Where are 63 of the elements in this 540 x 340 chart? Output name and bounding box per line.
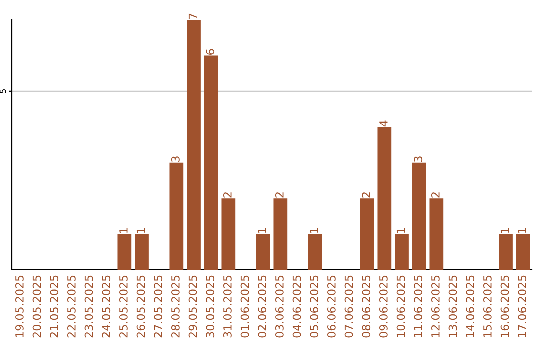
bar [256,234,270,270]
data-label: 2 [431,192,440,198]
x-tick-label: 31.05.2025 [223,276,232,338]
x-tick-label: 19.05.2025 [15,276,24,338]
x-tick-label: 24.05.2025 [102,276,111,338]
x-tick-label: 23.05.2025 [84,276,94,338]
bar [222,198,236,270]
x-tick-label: 20.05.2025 [32,276,42,338]
x-tick-label: 28.05.2025 [171,276,180,338]
x-tick-label: 29.05.2025 [188,276,198,338]
x-tick-label: 17.06.2025 [518,276,527,338]
bar [430,198,444,270]
bar [204,56,218,270]
bar [378,127,392,270]
bar [274,198,288,270]
x-tick-label: 25.05.2025 [119,276,128,338]
data-label: 4 [380,120,388,127]
x-tick-label: 06.06.2025 [327,276,336,338]
bar [135,234,149,270]
data-label: 3 [171,156,180,162]
data-label: 1 [500,228,510,234]
x-tick-label: 13.06.2025 [448,276,458,338]
y-tick-label: 5 [0,90,6,94]
x-tick-label: 21.05.2025 [50,276,59,338]
data-label: 1 [136,228,146,234]
bar [308,234,322,270]
bar [118,234,132,270]
x-tick-label: 27.05.2025 [154,276,163,338]
data-label: 6 [206,49,215,55]
x-tick-label: 05.06.2025 [310,276,319,338]
bar [412,162,426,270]
x-tick-label: 11.06.2025 [414,276,423,338]
data-label: 2 [223,192,232,198]
x-tick-label: 02.06.2025 [258,276,267,338]
x-tick-label: 03.06.2025 [275,276,284,338]
data-label: 2 [362,192,370,198]
bar [170,162,184,270]
x-tick-label: 22.05.2025 [67,276,76,338]
x-tick-label: 14.06.2025 [466,276,475,338]
bar [516,234,530,270]
bar [395,234,409,270]
x-tick-label: 08.06.2025 [362,276,371,338]
x-tick-label: 30.05.2025 [206,276,215,338]
x-tick-label: 26.05.2025 [136,276,146,338]
x-tick-label: 07.06.2025 [344,276,354,338]
x-tick-label: 09.06.2025 [379,276,388,338]
x-tick-label: 16.06.2025 [500,276,510,338]
data-label: 1 [396,228,406,234]
data-label: 2 [275,192,284,198]
x-tick-label: 15.06.2025 [483,276,492,338]
data-label: 3 [414,156,423,162]
data-label: 1 [258,228,266,234]
x-tick-label: 01.06.2025 [240,276,250,338]
bar [187,20,201,270]
x-tick-label: 12.06.2025 [431,276,440,338]
bar [360,198,374,270]
data-label: 1 [518,228,526,234]
x-tick-label: 04.06.2025 [292,276,302,338]
data-label: 1 [120,228,128,234]
x-tick-label: 10.06.2025 [396,276,406,338]
bar [499,234,513,270]
data-label: 1 [310,228,318,234]
data-label: 7 [188,14,198,20]
